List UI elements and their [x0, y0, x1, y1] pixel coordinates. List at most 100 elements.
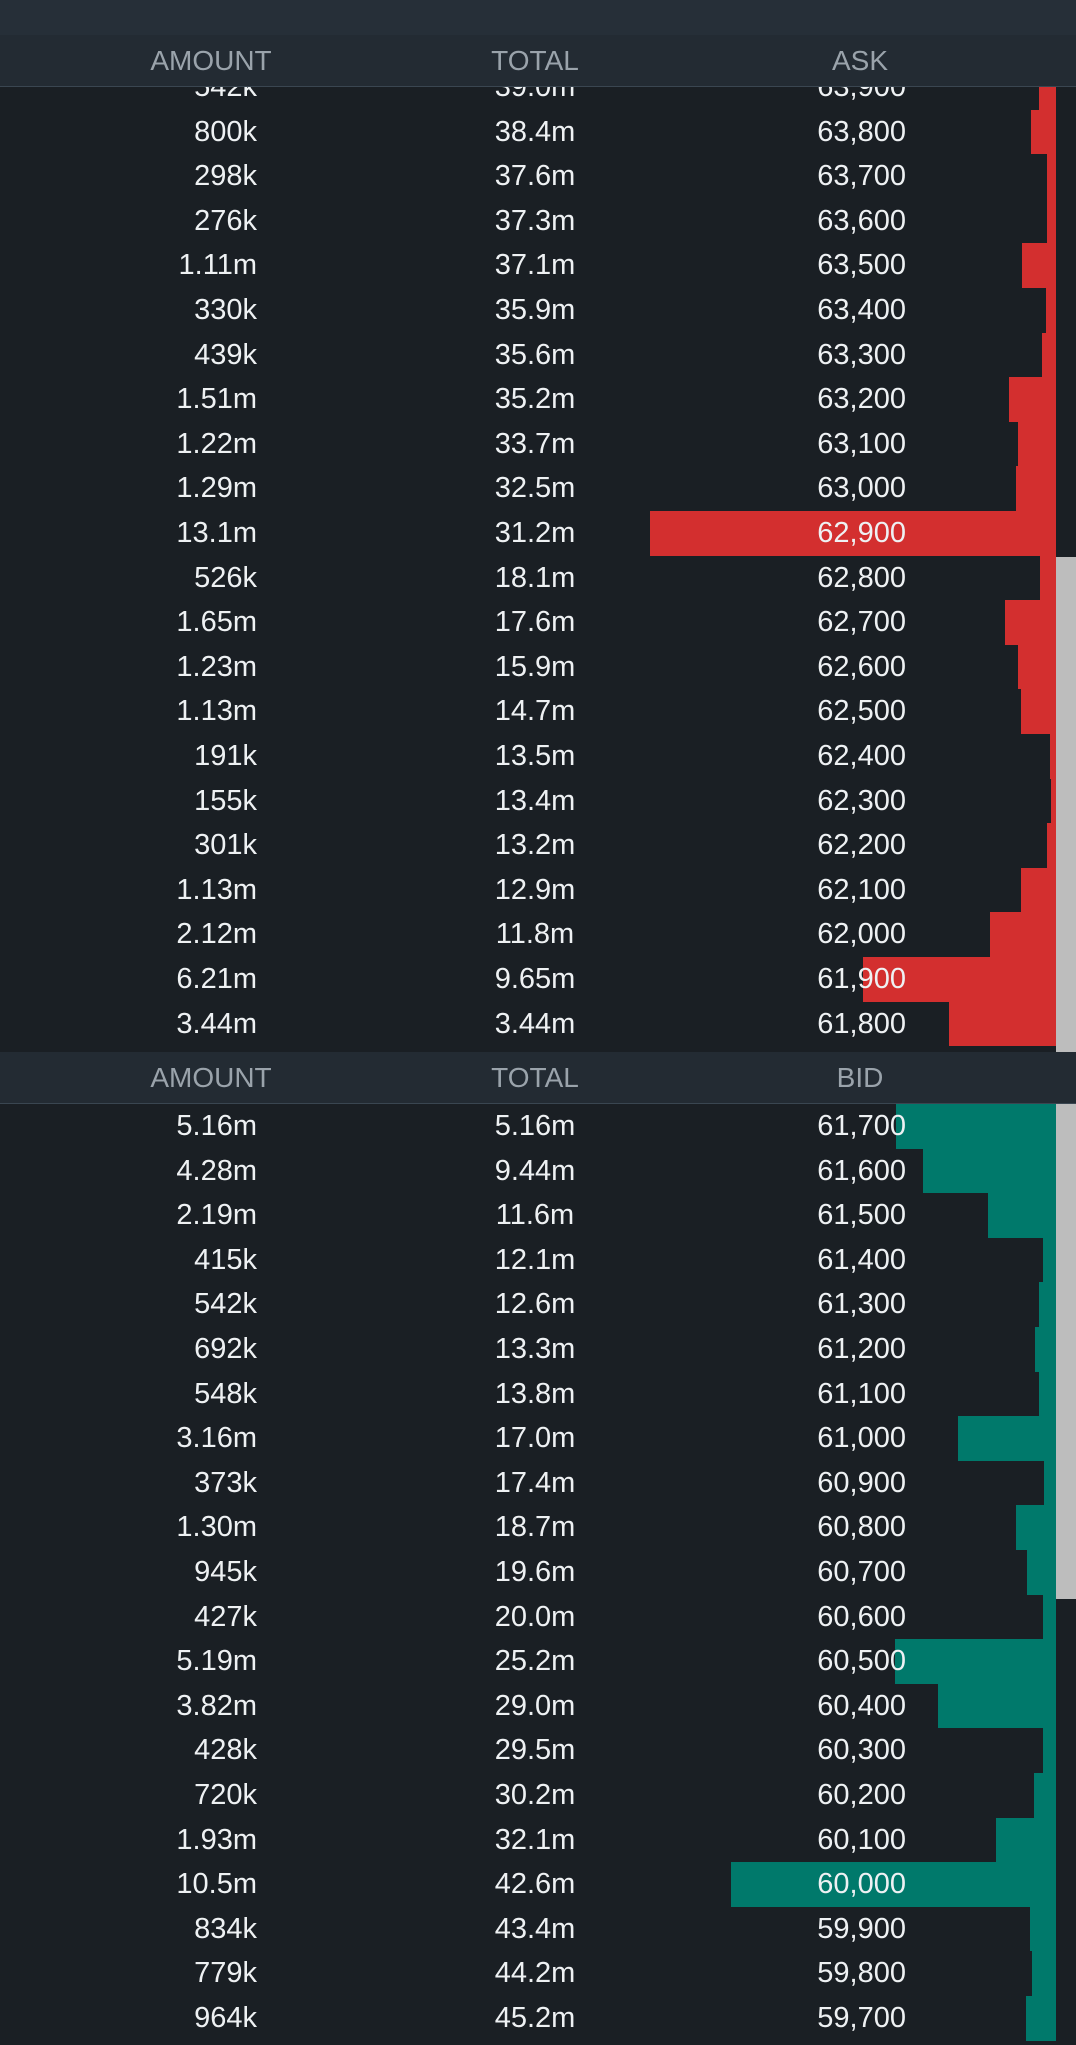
ask-header[interactable]: ASK [831, 45, 889, 76]
ask-row[interactable]: 1.29m 32.5m 63,000 [0, 466, 1076, 511]
bid-row[interactable]: 542k 12.6m 61,300 [0, 1282, 1076, 1327]
bid-amount-cell: 373k [194, 1466, 257, 1499]
bid-amount-cell: 834k [194, 1912, 257, 1945]
ask-amount-cell: 1.13m [176, 873, 257, 906]
bid-row[interactable]: 4.28m 9.44m 61,600 [0, 1148, 1076, 1194]
ask-depth-bar [1004, 600, 1056, 645]
ask-row[interactable]: 155k 13.4m 62,300 [0, 778, 1076, 824]
ask-depth-bar [990, 912, 1056, 957]
ask-row[interactable]: 276k 37.3m 63,600 [0, 198, 1076, 244]
bid-row[interactable]: 548k 13.8m 61,100 [0, 1371, 1076, 1417]
bid-amount-cell: 720k [194, 1779, 257, 1811]
bid-total-cell: 20.0m [494, 1600, 576, 1633]
bid-row[interactable]: 373k 17.4m 60,900 [0, 1460, 1076, 1506]
bid-total-cell: 45.2m [494, 2002, 576, 2034]
bid-row[interactable]: 10.5m 42.6m 60,000 [0, 1862, 1076, 1907]
ask-row[interactable]: 330k 35.9m 63,400 [0, 288, 1076, 333]
bid-price-cell: 60,500 [817, 1645, 906, 1678]
bid-price-cell: 61,600 [817, 1154, 906, 1187]
ask-price-cell: 62,800 [817, 561, 906, 594]
ask-row[interactable]: 526k 18.1m 62,800 [0, 555, 1076, 601]
bid-total-cell: 17.4m [494, 1466, 576, 1499]
ask-row[interactable]: 298k 37.6m 63,700 [0, 154, 1076, 199]
ask-total-cell: 13.5m [494, 740, 576, 772]
bid-depth-bar [958, 1416, 1056, 1461]
ask-price-cell: 62,500 [817, 695, 906, 728]
bid-depth-bar [730, 1862, 1056, 1907]
bid-total-cell: 12.6m [494, 1288, 576, 1321]
bid-price-cell: 60,700 [817, 1556, 906, 1588]
ask-depth-bar [1020, 689, 1056, 734]
bid-depth-bar [1026, 1996, 1056, 2041]
bid-price-cell: 60,000 [817, 1868, 906, 1901]
bid-row[interactable]: 428k 29.5m 60,300 [0, 1728, 1076, 1773]
bid-row[interactable]: 720k 30.2m 60,200 [0, 1773, 1076, 1818]
bid-row[interactable]: 427k 20.0m 60,600 [0, 1594, 1076, 1640]
bid-row[interactable]: 3.16m 17.0m 61,000 [0, 1416, 1076, 1461]
ask-depth-bar [949, 1001, 1056, 1047]
ask-row[interactable]: 3.44m 3.44m 61,800 [0, 1001, 1076, 1047]
total-header[interactable]: TOTAL [491, 1062, 579, 1093]
ask-depth-bar [1046, 823, 1056, 868]
total-header[interactable]: TOTAL [491, 45, 579, 76]
bid-row[interactable]: 692k 13.3m 61,200 [0, 1327, 1076, 1372]
bid-row[interactable]: 1.93m 32.1m 60,100 [0, 1817, 1076, 1863]
bid-depth-bar [923, 1148, 1056, 1194]
bid-depth-bar [1039, 1371, 1056, 1417]
ask-depth-bar [1017, 644, 1056, 690]
ask-row[interactable]: 301k 13.2m 62,200 [0, 823, 1076, 868]
ask-total-cell: 37.3m [494, 204, 576, 237]
ask-list[interactable]: 542k 39.0m 63,900 800k 38.4m 63,800 298k 37.6m 6… [0, 87, 1076, 1052]
bid-depth-bar [1039, 1282, 1056, 1327]
bid-row[interactable]: 964k 45.2m 59,700 [0, 1996, 1076, 2041]
ask-row[interactable]: 6.21m 9.65m 61,900 [0, 957, 1076, 1002]
bid-total-cell: 12.1m [494, 1243, 576, 1276]
bid-row[interactable]: 5.19m 25.2m 60,500 [0, 1639, 1076, 1684]
bid-header[interactable]: BID [836, 1062, 884, 1093]
ask-row[interactable]: 13.1m 31.2m 62,900 [0, 511, 1076, 556]
ask-depth-bar [1018, 421, 1056, 467]
ask-amount-cell: 1.11m [178, 249, 257, 282]
ask-row[interactable]: 542k 39.0m 63,900 [0, 87, 1076, 110]
bid-row[interactable]: 415k 12.1m 61,400 [0, 1237, 1076, 1283]
ask-row[interactable]: 1.22m 33.7m 63,100 [0, 421, 1076, 467]
ask-total-cell: 17.6m [494, 606, 576, 639]
bid-row[interactable]: 779k 44.2m 59,800 [0, 1951, 1076, 1996]
bid-row[interactable]: 5.16m 5.16m 61,700 [0, 1104, 1076, 1149]
amount-header[interactable]: AMOUNT [150, 45, 272, 76]
bid-depth-bar [1034, 1327, 1056, 1372]
ask-scrollbar[interactable] [1056, 557, 1076, 1052]
ask-price-cell: 62,100 [817, 873, 906, 906]
ask-price-cell: 61,800 [817, 1007, 906, 1040]
bid-list[interactable]: 5.16m 5.16m 61,700 4.28m 9.44m 61,600 2.19m 11.… [0, 1104, 1076, 2045]
bid-depth-bar [896, 1104, 1056, 1149]
bid-row[interactable]: 834k 43.4m 59,900 [0, 1906, 1076, 1952]
ask-row[interactable]: 439k 35.6m 63,300 [0, 332, 1076, 378]
ask-row[interactable]: 800k 38.4m 63,800 [0, 109, 1076, 155]
bid-row[interactable]: 3.82m 29.0m 60,400 [0, 1683, 1076, 1729]
ask-total-cell: 13.2m [494, 829, 576, 862]
ask-row[interactable]: 1.65m 17.6m 62,700 [0, 600, 1076, 645]
ask-row[interactable]: 2.12m 11.8m 62,000 [0, 912, 1076, 957]
bid-amount-cell: 542k [194, 1288, 257, 1321]
ask-row[interactable]: 1.51m 35.2m 63,200 [0, 377, 1076, 422]
amount-header[interactable]: AMOUNT [150, 1062, 272, 1093]
ask-total-cell: 12.9m [494, 873, 576, 906]
ask-row[interactable]: 191k 13.5m 62,400 [0, 734, 1076, 779]
bid-price-cell: 60,200 [817, 1779, 906, 1811]
ask-row[interactable]: 1.13m 14.7m 62,500 [0, 689, 1076, 734]
ask-amount-cell: 6.21m [176, 963, 257, 995]
bid-row[interactable]: 945k 19.6m 60,700 [0, 1550, 1076, 1595]
ask-depth-bar [1020, 867, 1056, 913]
bid-price-cell: 59,900 [817, 1912, 906, 1945]
ask-row[interactable]: 1.13m 12.9m 62,100 [0, 867, 1076, 913]
bid-total-cell: 44.2m [494, 1957, 576, 1990]
ask-price-cell: 63,500 [817, 249, 906, 282]
bid-price-cell: 61,300 [817, 1288, 906, 1321]
ask-total-cell: 13.4m [494, 784, 576, 817]
ask-row[interactable]: 1.11m 37.1m 63,500 [0, 243, 1076, 288]
ask-row[interactable]: 1.23m 15.9m 62,600 [0, 644, 1076, 690]
bid-scrollbar[interactable] [1056, 1104, 1076, 1599]
bid-row[interactable]: 1.30m 18.7m 60,800 [0, 1505, 1076, 1550]
bid-row[interactable]: 2.19m 11.6m 61,500 [0, 1193, 1076, 1238]
